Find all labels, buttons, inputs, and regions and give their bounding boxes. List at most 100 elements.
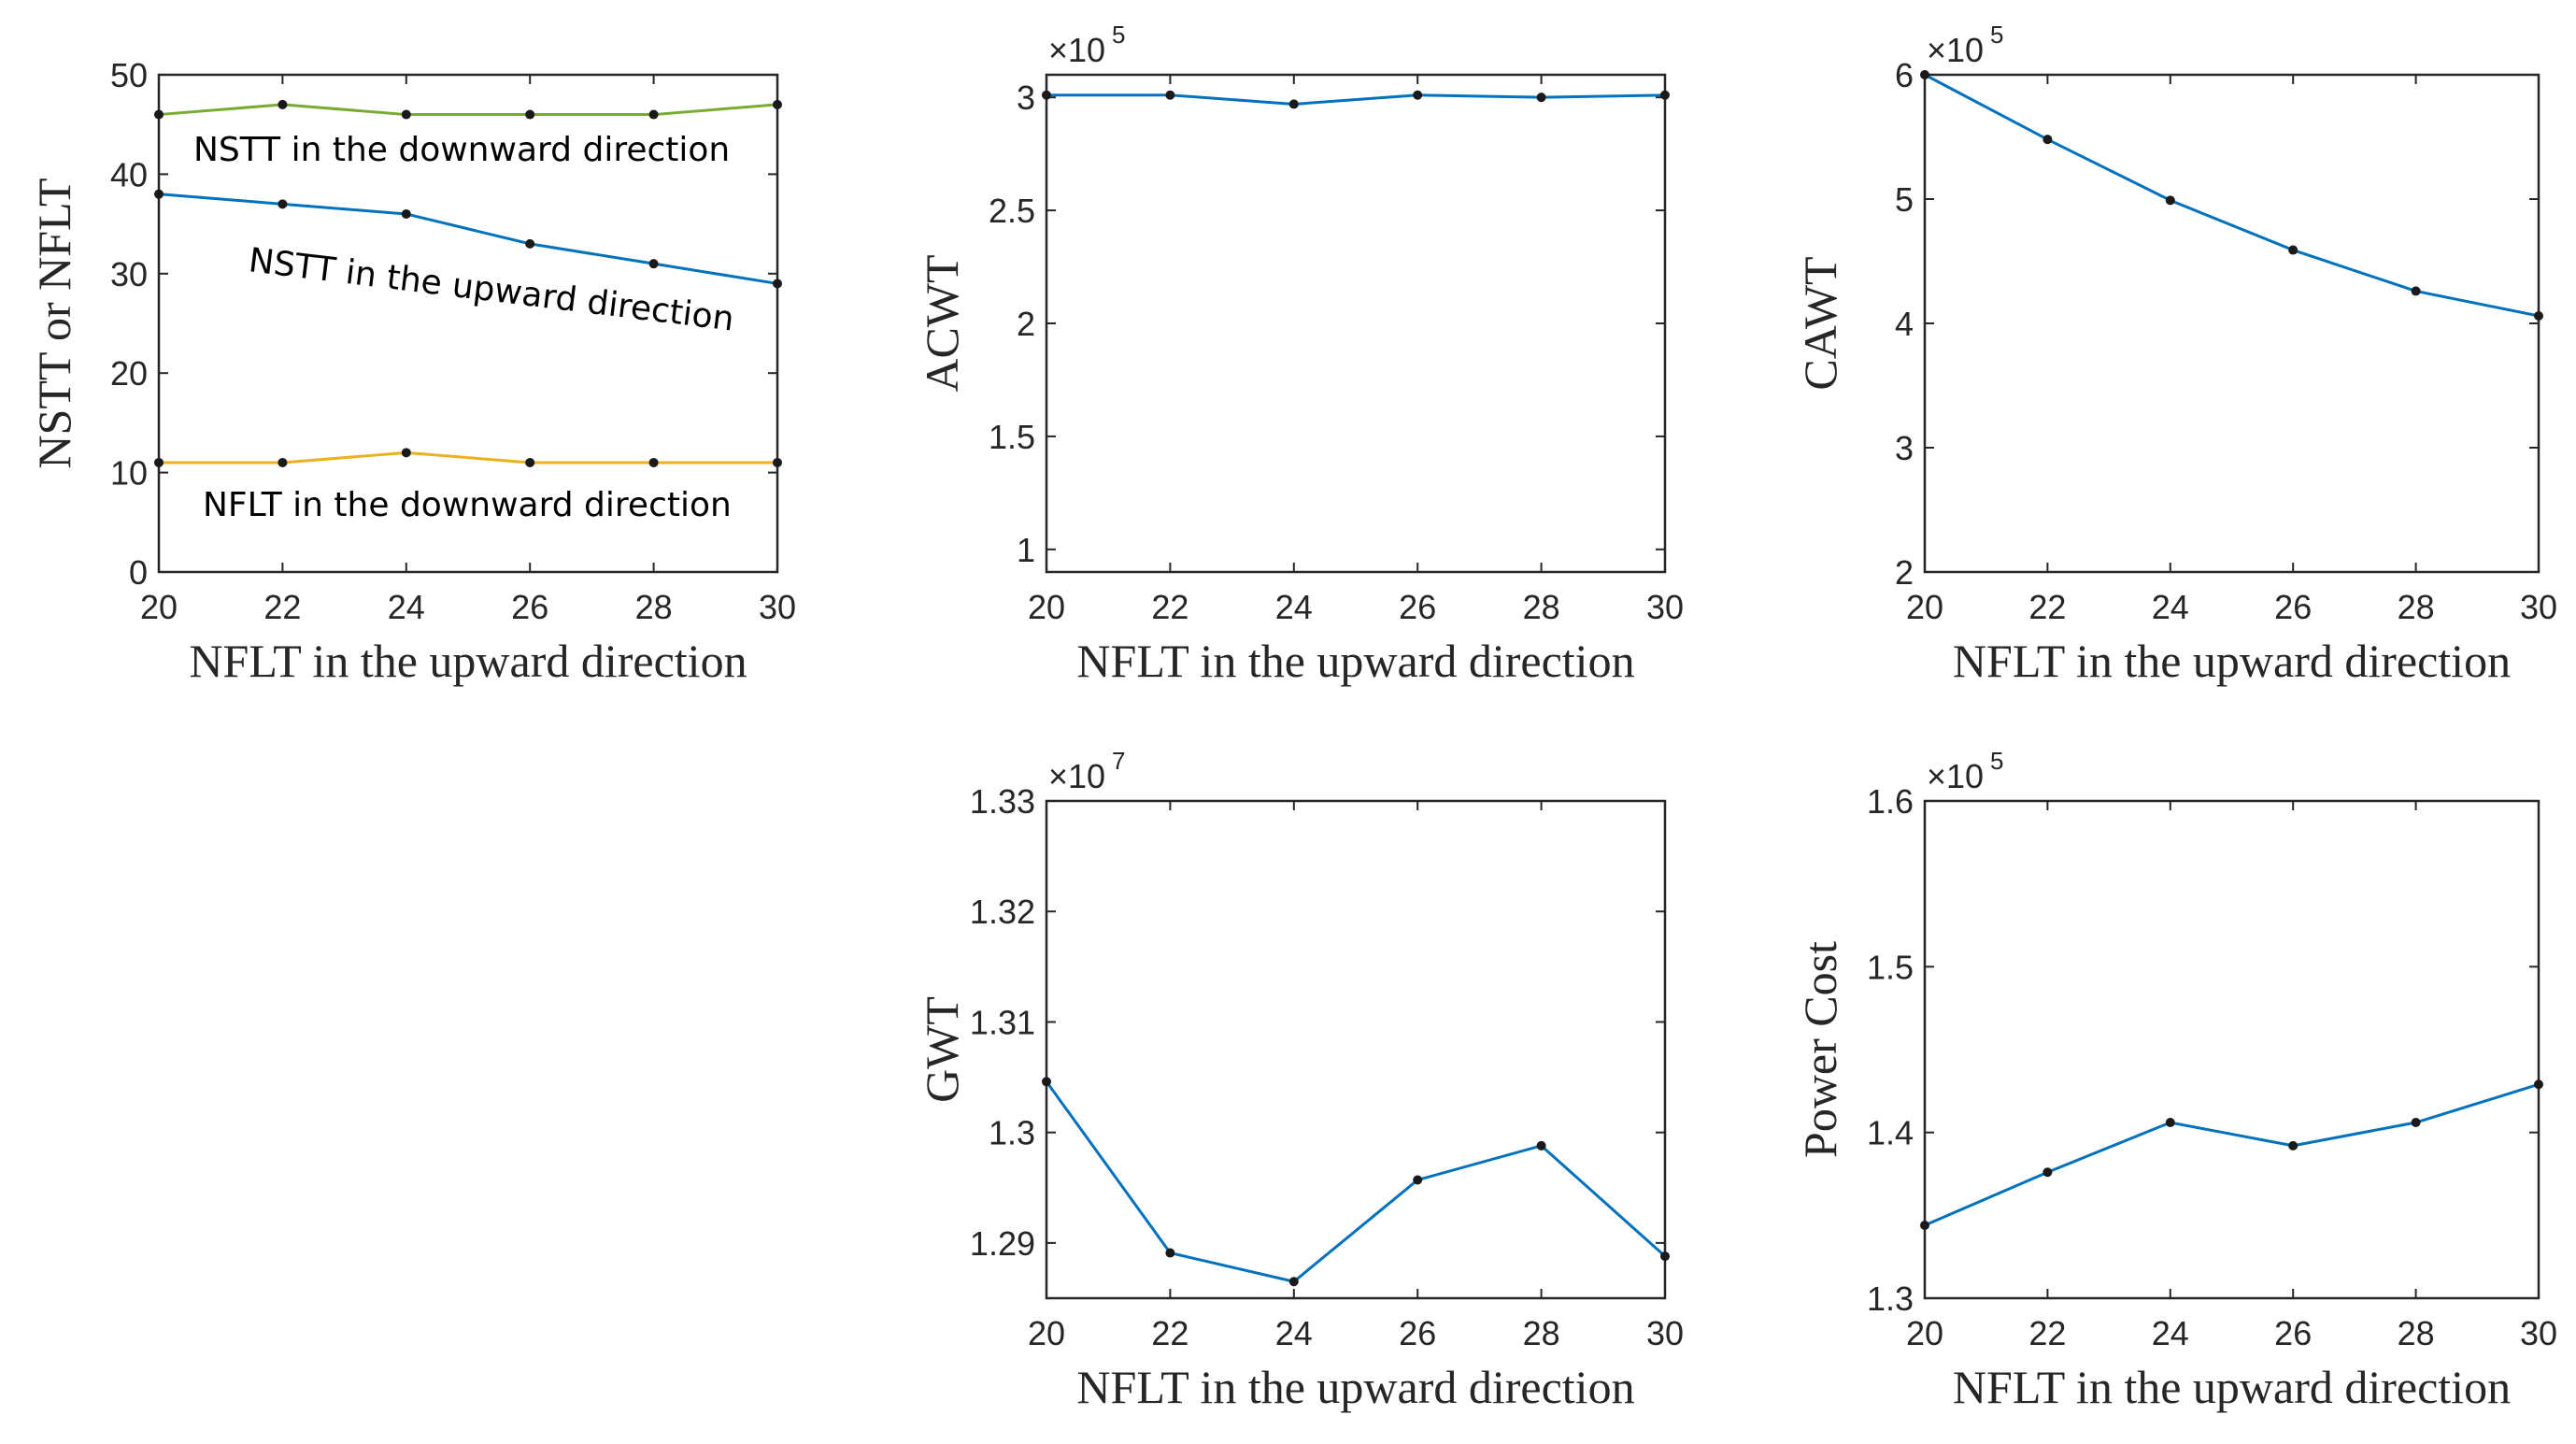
data-point <box>525 238 535 249</box>
data-point <box>2042 135 2053 145</box>
y-tick-label: 1.31 <box>970 1003 1035 1041</box>
data-point <box>525 109 535 120</box>
data-point <box>1288 99 1299 109</box>
y-axis-label: Power Cost <box>1794 941 1846 1158</box>
y-tick-label: 2.5 <box>989 192 1035 230</box>
x-tick-label: 28 <box>1523 1314 1560 1352</box>
data-point <box>2288 245 2298 255</box>
x-tick-label: 24 <box>2152 1314 2189 1352</box>
data-point <box>278 199 288 209</box>
data-point <box>1920 1220 1929 1230</box>
x-tick-label: 26 <box>1399 1314 1436 1352</box>
data-point <box>1413 90 1423 100</box>
data-point <box>2165 1118 2175 1128</box>
y-tick-label: 1.29 <box>970 1224 1035 1263</box>
data-point <box>2411 286 2421 296</box>
subplot-acwt: 20 22 24 26 28 30 1 1.5 2 2.5 3 ×10 5 NFLT in the upw… <box>916 21 1684 687</box>
y-axis-label: ACWT <box>916 254 968 392</box>
data-point <box>648 259 659 269</box>
y-tick-label: 50 <box>110 56 148 94</box>
series-line <box>1924 73 2540 318</box>
axis-multiplier: ×10 <box>1048 31 1105 69</box>
data-point <box>1660 90 1670 100</box>
x-tick-label: 28 <box>1523 588 1560 626</box>
data-point <box>1536 1140 1546 1151</box>
x-tick-label: 22 <box>263 588 301 626</box>
y-tick-label: 10 <box>110 454 148 493</box>
data-point <box>154 189 164 199</box>
y-axis-label: CAWT <box>1794 256 1846 390</box>
x-axis-label: NFLT in the upward direction <box>1076 1361 1634 1413</box>
x-tick-label: 30 <box>1646 1314 1684 1352</box>
x-tick-label: 26 <box>1399 588 1436 626</box>
y-axis-label: NSTT or NFLT <box>28 178 80 468</box>
axis-multiplier: ×10 <box>1927 757 1984 795</box>
data-point <box>154 109 164 120</box>
data-point <box>1288 1277 1299 1287</box>
subplot-power-cost: 20 22 24 26 28 30 1.3 1.4 1.5 1.6 ×10 5 NFLT in the … <box>1794 747 2557 1413</box>
data-point <box>648 457 659 467</box>
data-point <box>278 457 288 467</box>
x-tick-label: 30 <box>2520 1314 2557 1352</box>
data-point <box>401 448 411 458</box>
y-tick-label: 30 <box>110 255 148 293</box>
x-tick-label: 24 <box>1275 1314 1313 1352</box>
y-tick-label: 1.6 <box>1867 782 1914 821</box>
data-point <box>773 279 782 289</box>
axis-multiplier-exponent: 7 <box>1112 747 1125 775</box>
x-tick-label: 22 <box>1151 588 1188 626</box>
data-point <box>773 457 782 467</box>
x-tick-label: 24 <box>1275 588 1313 626</box>
x-tick-label: 30 <box>759 588 796 626</box>
x-axis-label: NFLT in the upward direction <box>1953 635 2511 687</box>
series-annotation: NSTT in the downward direction <box>193 131 730 169</box>
y-tick-label: 1.5 <box>1867 948 1914 986</box>
x-tick-label: 24 <box>2152 588 2189 626</box>
axis-multiplier: ×10 <box>1927 31 1984 69</box>
axis-multiplier: ×10 <box>1048 757 1105 795</box>
series-line <box>1045 1080 1666 1283</box>
plot-area <box>157 73 779 574</box>
data-point <box>2534 1079 2543 1090</box>
axis-multiplier-exponent: 5 <box>1990 747 2003 775</box>
subplot-nstt-nflt: 20 22 24 26 28 30 0 10 20 30 40 50 NFLT in the upwar… <box>28 56 796 687</box>
y-tick-label: 3 <box>1895 429 1914 467</box>
x-tick-label: 20 <box>1028 588 1065 626</box>
data-point <box>773 99 782 109</box>
data-point <box>1660 1251 1670 1262</box>
y-tick-label: 0 <box>129 553 148 592</box>
data-point <box>401 109 411 120</box>
y-tick-label: 1.32 <box>970 893 1035 931</box>
x-tick-label: 22 <box>2028 588 2066 626</box>
data-point <box>1165 1248 1175 1258</box>
subplot-gwt: 20 22 24 26 28 30 1.29 1.3 1.31 1.32 1.33 ×10 7 NFLT … <box>916 747 1684 1413</box>
data-point <box>2165 195 2175 206</box>
y-axis-label: GWT <box>916 996 968 1103</box>
series-line <box>158 193 778 285</box>
y-tick-label: 2 <box>1895 553 1914 592</box>
series-line <box>159 450 777 465</box>
y-tick-label: 1.33 <box>970 782 1035 821</box>
x-tick-label: 26 <box>2274 588 2312 626</box>
data-point <box>1413 1175 1423 1185</box>
data-point <box>525 457 535 467</box>
x-tick-label: 30 <box>1646 588 1684 626</box>
data-point <box>2288 1140 2298 1151</box>
x-tick-label: 28 <box>2398 1314 2435 1352</box>
data-point <box>1920 70 1929 79</box>
axis-multiplier-exponent: 5 <box>1112 21 1125 49</box>
x-tick-label: 20 <box>1906 588 1943 626</box>
x-tick-label: 20 <box>1028 1314 1065 1352</box>
y-tick-label: 1.3 <box>1867 1280 1914 1318</box>
data-point <box>1042 90 1051 100</box>
y-tick-label: 1 <box>1017 531 1035 569</box>
plot-area <box>1045 799 1667 1300</box>
y-tick-label: 40 <box>110 155 148 193</box>
data-point <box>648 109 659 120</box>
plot-area <box>1923 73 2540 574</box>
y-tick-label: 1.5 <box>989 418 1035 456</box>
y-tick-label: 3 <box>1017 79 1035 117</box>
y-tick-label: 4 <box>1895 305 1914 343</box>
x-tick-label: 26 <box>511 588 548 626</box>
